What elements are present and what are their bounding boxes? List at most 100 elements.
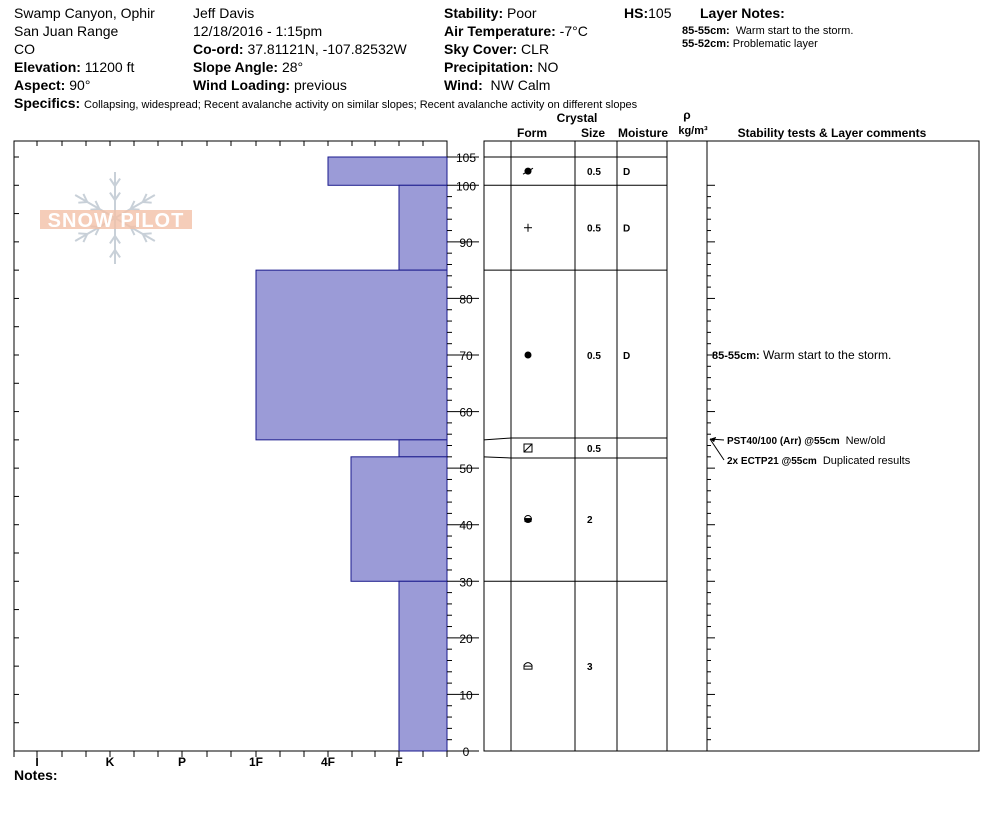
hs-value: 105 <box>648 5 672 21</box>
hardness-tick-label: 4F <box>321 755 335 769</box>
coord-value: 37.81121N, -107.82532W <box>247 41 407 57</box>
stability-test-comment: Duplicated results <box>823 455 911 467</box>
layer-size: 2 <box>587 515 593 526</box>
layer-connector <box>483 456 512 459</box>
stability-test-code: 2x ECTP21 @55cm <box>727 456 817 467</box>
depth-hoar-icon <box>523 662 533 670</box>
hardness-tick-label: F <box>395 755 402 769</box>
snowflake-branch <box>78 201 88 204</box>
layer-note-text: Problematic layer <box>732 38 818 50</box>
wind-loading: Wind Loading: previous <box>193 76 347 94</box>
snowflake-branch <box>114 178 121 187</box>
depth-tick-label: 105 <box>456 151 476 165</box>
surface-hoar-icon <box>523 443 533 453</box>
air-temp-label: Air Temperature: <box>444 23 556 39</box>
logo-band <box>40 210 192 229</box>
stability-test-code: PST40/100 (Arr) @55cm <box>727 436 840 447</box>
snowflake-branch <box>78 232 88 235</box>
snowflake-branch <box>114 235 121 244</box>
decomposing-fragments-icon <box>522 167 534 175</box>
aspect: Aspect: 90° <box>14 76 90 94</box>
layer-size: 3 <box>587 662 593 673</box>
slope-value: 28° <box>281 59 304 75</box>
stability: Stability: Poor <box>444 4 537 22</box>
logo-text: SNOW PILOT <box>48 210 185 232</box>
hardness-tick-label: P <box>178 755 186 769</box>
layer-size: 0.5 <box>587 224 601 235</box>
elevation-label: Elevation: <box>14 59 81 75</box>
layer-moisture: D <box>623 224 630 235</box>
snowflake-branch <box>129 200 136 210</box>
rounded-grain-icon <box>524 351 532 359</box>
hardness-bar <box>398 184 448 271</box>
moisture-header: Moisture <box>618 126 668 140</box>
snowflake-branch <box>109 192 116 201</box>
specifics-text: Collapsing, widespread; Recent avalanche… <box>84 99 638 111</box>
slope-label: Slope Angle: <box>193 59 279 75</box>
coord-label: Co-ord: <box>193 41 244 57</box>
depth-tick-label: 80 <box>459 292 473 306</box>
air-temperature: Air Temperature: -7°C <box>444 22 588 40</box>
hardness-bar <box>398 439 448 458</box>
layer-comment: 85-55cm: Warm start to the storm. <box>712 348 891 362</box>
specifics-label: Specifics: <box>14 95 81 111</box>
depth-tick-label: 50 <box>459 462 473 476</box>
aspect-value: 90° <box>69 77 91 93</box>
state: CO <box>14 41 35 57</box>
sky-value: CLR <box>521 41 550 57</box>
snowflake-branch <box>114 249 121 258</box>
snowflake-branch <box>109 235 116 244</box>
crystal-header: Crystal <box>557 111 598 125</box>
snowflake-branch <box>142 201 152 204</box>
layer-note-range: 55-52cm: <box>682 38 730 50</box>
layer-note-range: 85-55cm: <box>682 25 730 37</box>
hardness-bar <box>327 156 448 186</box>
stability-test-comment: New/old <box>846 435 886 447</box>
layer-comment-range: 85-55cm: <box>712 350 760 362</box>
test-pointer-arrow <box>710 437 716 442</box>
hardness-tick-label: K <box>106 755 115 769</box>
layer-comment-text: Warm start to the storm. <box>760 348 892 362</box>
comments-header: Stability tests & Layer comments <box>738 126 927 140</box>
observer-name: Jeff Davis <box>193 5 255 21</box>
test-pointer <box>709 438 725 461</box>
location: Swamp Canyon, Ophir <box>14 5 155 21</box>
surface-hoar-icon <box>523 443 533 453</box>
layer-size: 0.5 <box>587 444 601 455</box>
hs-label: HS: <box>624 5 649 21</box>
form-header: Form <box>517 126 547 140</box>
stability-value: Poor <box>507 5 537 21</box>
snowflake-branch <box>114 192 121 201</box>
precipitation: Precipitation: NO <box>444 58 558 76</box>
sky-cover: Sky Cover: CLR <box>444 40 549 58</box>
layer-note: 85-55cm: Warm start to the storm. <box>682 25 853 38</box>
depth-tick-label: 60 <box>459 406 473 420</box>
wind: Wind: NW Calm <box>444 76 550 94</box>
elevation-value: 11200 ft <box>84 59 135 75</box>
hardness-tick-label: 1F <box>249 755 263 769</box>
snowflake-branch <box>109 249 116 258</box>
snowflake-branch <box>82 233 89 243</box>
stability-test: PST40/100 (Arr) @55cm New/old <box>727 435 885 447</box>
size-header: Size <box>581 126 605 140</box>
layer-size: 0.5 <box>587 167 601 178</box>
specifics: Specifics: Collapsing, widespread; Recen… <box>14 94 637 114</box>
notes-label: Notes: <box>14 767 58 783</box>
snowflake-branch <box>141 193 148 203</box>
air-temp-value: -7°C <box>559 23 588 39</box>
snowflake-branch <box>142 232 152 235</box>
precip-label: Precipitation: <box>444 59 534 75</box>
faceted-rounded-icon <box>524 518 532 523</box>
hardness-tick-label: I <box>35 755 38 769</box>
wind-loading-label: Wind Loading: <box>193 77 291 93</box>
layer-moisture: D <box>623 351 630 362</box>
snowflake-branch <box>109 178 116 187</box>
snowflake-branch <box>94 200 101 210</box>
stability-test: 2x ECTP21 @55cm Duplicated results <box>727 455 911 467</box>
wind-loading-value: previous <box>293 77 347 93</box>
layer-note-text: Warm start to the storm. <box>735 25 854 37</box>
depth-tick-label: 20 <box>459 632 473 646</box>
depth-tick-label: 0 <box>463 745 470 759</box>
hardness-bar <box>398 580 448 752</box>
